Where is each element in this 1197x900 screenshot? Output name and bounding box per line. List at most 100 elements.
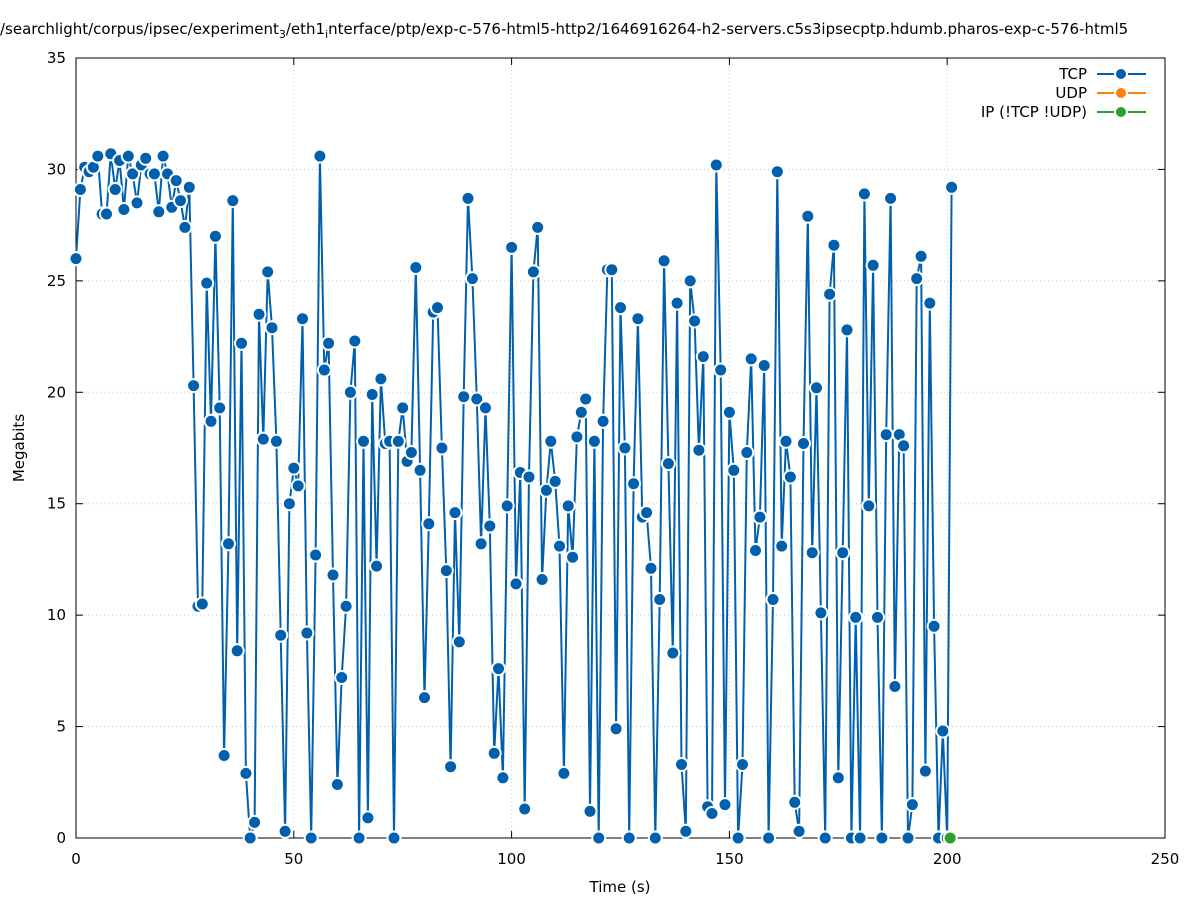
data-point [464,271,480,287]
data-point [704,806,720,821]
data-point [861,498,877,514]
data-point [438,563,454,579]
data-point [791,823,807,839]
data-point [517,801,533,817]
series-2 [942,830,958,846]
data-point [665,645,681,661]
data-point [99,206,114,222]
data-point [329,777,345,792]
data-point [482,518,498,534]
data-point [212,400,228,416]
data-point [255,431,271,447]
y-tick-label: 0 [56,829,66,847]
legend-label: UDP [1055,84,1087,102]
data-point [525,264,541,280]
data-point [312,148,328,164]
data-point [804,545,820,561]
data-point [756,358,772,373]
data-point [691,442,707,458]
data-point [486,745,502,761]
data-point [830,770,846,786]
data-point [578,391,594,407]
legend-label: TCP [1058,65,1087,83]
data-point [434,440,450,456]
data-point [316,362,332,378]
series-layer [68,146,960,846]
data-point [273,627,289,643]
data-point [926,618,942,634]
data-point [247,814,263,830]
x-tick-label: 100 [497,850,526,868]
data-point [151,204,167,220]
y-tick-label: 20 [47,383,66,401]
data-point [922,295,938,311]
data-point [290,478,306,494]
x-tick-label: 50 [284,850,303,868]
data-point [717,797,733,813]
data-point [338,598,354,614]
data-point [913,248,929,264]
data-point [456,389,472,405]
data-point [216,748,232,763]
data-point [896,438,912,454]
data-point [835,545,851,561]
data-point [373,371,389,387]
data-point [656,253,672,269]
data-point [730,830,746,846]
data-point [569,429,585,445]
data-point [769,164,785,180]
data-point [909,271,925,287]
data-point [761,830,777,846]
data-point [856,186,872,202]
data-point [303,830,319,846]
data-point [674,757,689,772]
data-point [630,311,646,327]
data-point [796,436,811,451]
data-point [447,505,463,521]
data-point [534,572,550,587]
data-point [565,549,581,565]
y-tick-label: 25 [47,272,66,290]
data-point [822,286,838,302]
data-point [787,794,803,810]
data-point [155,148,171,164]
data-point [125,166,141,182]
data-point [203,413,219,429]
data-point [626,476,642,492]
data-point [765,592,781,607]
data-point [713,362,729,378]
data-point [752,509,768,525]
data-point [221,536,236,552]
x-tick-label: 250 [1151,850,1180,868]
data-point [735,757,750,772]
data-point [560,498,576,514]
data-point [604,262,620,278]
data-point [817,830,833,846]
data-point [848,609,864,625]
legend-marker [1114,86,1128,100]
data-point [608,721,624,737]
data-point [573,404,589,420]
data-point [268,433,284,449]
data-point [173,193,188,209]
data-point [504,239,520,255]
data-point [225,193,241,209]
series-line [75,152,953,839]
legend-item: IP (!TCP !UDP) [981,103,1146,121]
data-point [800,208,816,224]
data-point [334,670,350,685]
data-point [530,219,546,235]
data-point [942,830,958,846]
data-point [813,605,829,621]
data-point [238,765,254,781]
legend-marker [1114,67,1128,81]
data-point [839,322,855,338]
data-point [547,473,563,489]
data-point [360,810,376,826]
data-point [412,462,428,478]
data-point [552,538,567,554]
data-point [944,179,960,195]
data-point [708,157,724,173]
data-point [295,311,310,327]
